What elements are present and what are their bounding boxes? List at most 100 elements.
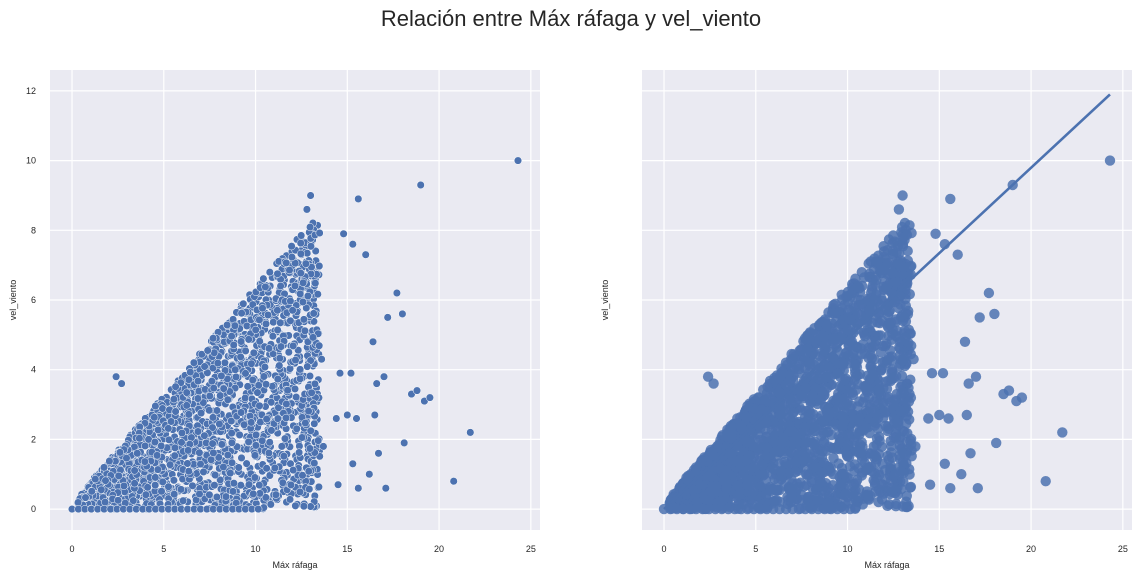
data-point bbox=[774, 445, 786, 456]
data-point bbox=[285, 495, 295, 504]
data-point bbox=[814, 449, 825, 461]
data-point bbox=[305, 371, 315, 381]
data-point bbox=[775, 466, 786, 477]
data-point bbox=[219, 384, 228, 393]
data-point bbox=[892, 417, 903, 429]
data-point bbox=[744, 464, 756, 475]
data-point bbox=[275, 361, 284, 370]
data-point bbox=[775, 409, 786, 420]
data-point bbox=[383, 313, 392, 322]
data-point bbox=[887, 237, 898, 249]
data-point bbox=[882, 354, 893, 366]
data-point bbox=[304, 407, 313, 416]
data-point bbox=[188, 481, 197, 490]
data-point bbox=[87, 487, 96, 496]
data-point bbox=[881, 280, 893, 292]
data-point bbox=[894, 361, 905, 372]
data-point bbox=[1003, 385, 1015, 396]
data-point bbox=[961, 409, 972, 421]
data-point bbox=[755, 434, 767, 445]
data-point bbox=[193, 377, 203, 386]
data-point bbox=[904, 289, 915, 300]
data-point bbox=[130, 479, 139, 488]
data-point bbox=[265, 268, 274, 277]
data-point bbox=[115, 448, 125, 457]
data-point bbox=[205, 490, 214, 499]
data-point bbox=[295, 448, 304, 457]
data-point bbox=[890, 314, 902, 325]
data-point bbox=[841, 472, 853, 483]
data-point bbox=[784, 375, 796, 387]
data-point bbox=[193, 427, 203, 436]
data-point bbox=[141, 441, 150, 450]
data-point bbox=[249, 489, 258, 498]
data-point bbox=[235, 430, 244, 439]
data-point bbox=[251, 430, 261, 439]
data-point bbox=[151, 473, 160, 482]
data-point bbox=[952, 249, 963, 260]
data-point bbox=[842, 429, 854, 441]
data-point bbox=[959, 336, 971, 347]
data-point bbox=[974, 312, 985, 323]
data-point bbox=[887, 288, 898, 300]
data-point bbox=[241, 369, 250, 378]
data-point bbox=[209, 334, 218, 343]
data-point bbox=[114, 471, 123, 480]
data-point bbox=[851, 361, 863, 373]
data-point bbox=[898, 387, 909, 398]
data-point bbox=[288, 306, 297, 315]
data-point bbox=[298, 297, 307, 307]
data-point bbox=[934, 409, 945, 421]
data-point bbox=[945, 483, 956, 494]
data-point bbox=[251, 441, 260, 450]
data-point bbox=[889, 277, 901, 288]
regression-line bbox=[663, 93, 1111, 511]
data-point bbox=[143, 483, 152, 492]
data-point bbox=[301, 259, 310, 268]
data-point bbox=[844, 387, 855, 398]
data-point bbox=[289, 466, 298, 475]
data-point bbox=[300, 326, 309, 335]
data-point bbox=[849, 303, 860, 314]
data-point bbox=[303, 337, 312, 346]
data-point bbox=[164, 482, 173, 491]
data-point bbox=[895, 466, 906, 477]
data-point bbox=[741, 436, 753, 448]
data-point bbox=[900, 308, 911, 319]
data-point bbox=[808, 439, 819, 450]
data-point bbox=[804, 357, 815, 369]
data-point bbox=[208, 423, 217, 432]
data-point bbox=[295, 487, 305, 496]
data-point bbox=[258, 436, 267, 445]
data-point bbox=[877, 315, 888, 326]
data-point bbox=[255, 315, 264, 324]
data-point bbox=[799, 333, 811, 344]
data-point bbox=[234, 463, 243, 472]
data-point bbox=[261, 282, 270, 291]
data-point bbox=[886, 373, 898, 384]
data-point bbox=[335, 369, 345, 378]
data-point bbox=[277, 442, 286, 451]
data-point bbox=[283, 386, 292, 395]
data-point bbox=[217, 440, 226, 449]
data-point bbox=[153, 451, 162, 460]
data-point bbox=[205, 391, 214, 401]
data-point bbox=[306, 223, 315, 232]
data-point bbox=[381, 484, 390, 493]
data-point bbox=[229, 479, 238, 488]
data-point bbox=[284, 348, 293, 357]
y-tick-label: 10 bbox=[26, 156, 36, 166]
data-point bbox=[972, 483, 983, 494]
data-point bbox=[308, 333, 318, 342]
data-point bbox=[150, 438, 159, 447]
data-point bbox=[81, 493, 90, 502]
data-point bbox=[348, 459, 357, 468]
data-point bbox=[370, 410, 379, 420]
data-point bbox=[266, 500, 275, 509]
data-point bbox=[213, 359, 222, 368]
data-point bbox=[786, 488, 797, 500]
data-point bbox=[876, 264, 887, 276]
data-point bbox=[129, 496, 138, 505]
data-point bbox=[777, 366, 788, 378]
y-tick-label: 4 bbox=[31, 365, 36, 375]
